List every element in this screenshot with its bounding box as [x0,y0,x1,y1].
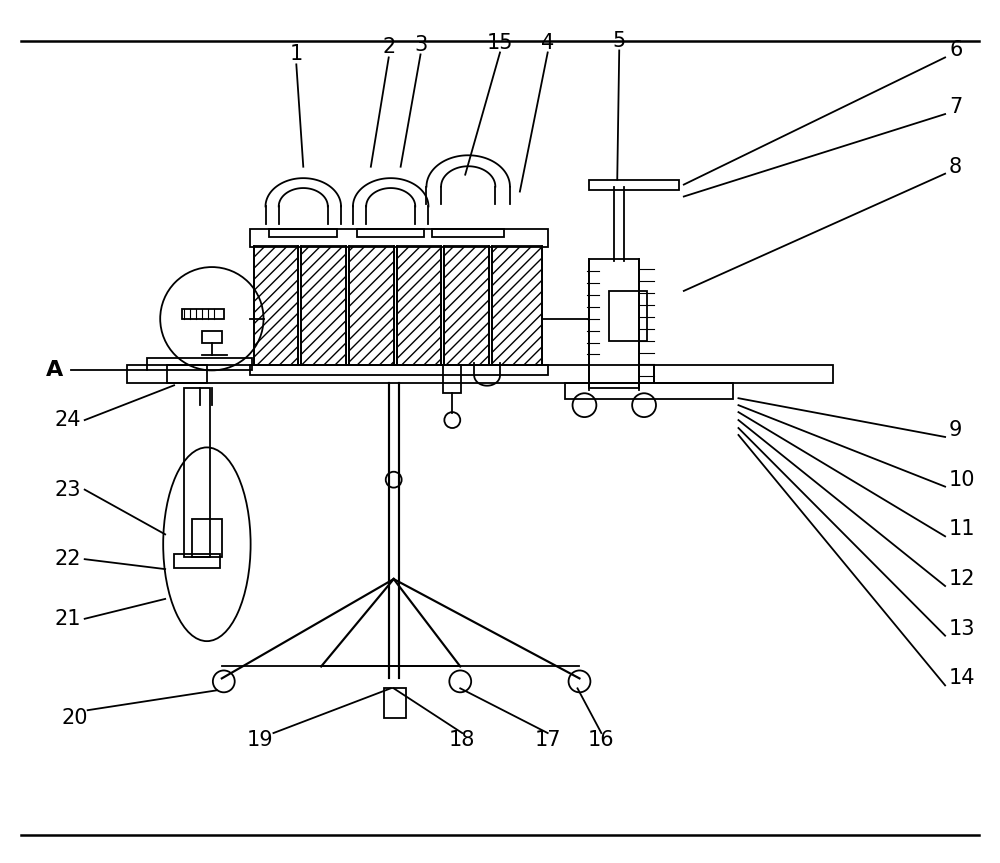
Text: 22: 22 [55,549,81,570]
Bar [589,180,679,190]
Text: A: A [46,361,64,381]
Bar [349,246,394,365]
Bar [397,246,441,365]
Text: 16: 16 [588,730,615,750]
Text: 1: 1 [290,44,303,65]
Text: 2: 2 [382,37,395,58]
Bar [174,554,220,568]
Text: 7: 7 [949,98,962,117]
Bar [250,230,548,247]
Text: 18: 18 [449,730,475,750]
Bar [609,291,647,341]
Bar [250,365,548,375]
Bar [192,520,222,557]
Text: 10: 10 [949,469,976,489]
Text: 23: 23 [55,480,81,500]
Text: 20: 20 [62,709,88,728]
Bar [147,358,252,370]
Text: 21: 21 [55,608,81,629]
Bar [127,365,207,383]
Bar [492,246,542,365]
Bar [384,689,406,718]
Text: 8: 8 [949,157,962,177]
Bar [443,365,461,394]
Text: 14: 14 [949,669,976,689]
Text: 13: 13 [949,619,976,639]
Bar [432,230,504,237]
Bar [269,230,337,237]
Text: 11: 11 [949,520,976,539]
Text: 17: 17 [534,730,561,750]
Bar [357,230,424,237]
Bar [301,246,346,365]
Bar [167,365,654,383]
Text: 19: 19 [246,730,273,750]
Bar [654,365,833,383]
Text: 9: 9 [949,420,962,440]
Text: 24: 24 [55,410,81,430]
Text: 6: 6 [949,41,962,60]
Bar [565,383,733,400]
Text: 5: 5 [613,30,626,51]
Bar [182,309,224,318]
Text: 15: 15 [487,33,513,53]
Bar [589,259,639,388]
Bar [254,246,298,365]
Bar [184,388,210,557]
Bar [444,246,489,365]
Text: 4: 4 [541,33,554,53]
Bar [202,331,222,343]
Text: 12: 12 [949,569,976,589]
Text: 3: 3 [414,35,427,54]
